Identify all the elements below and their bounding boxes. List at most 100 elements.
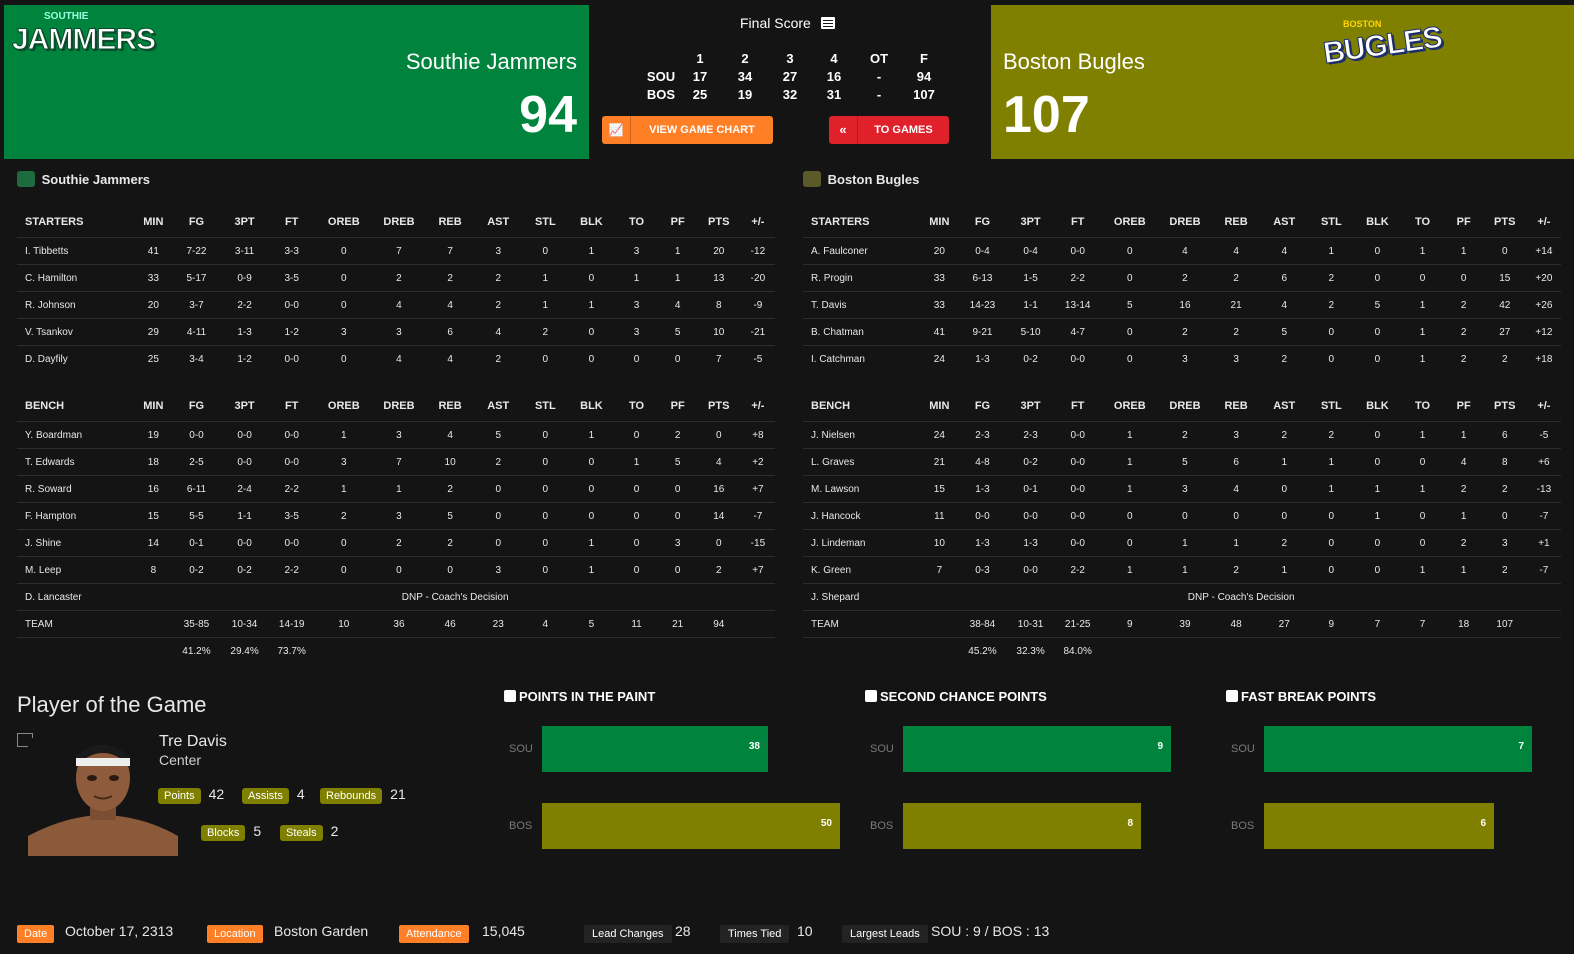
away-team-logo[interactable]: BOSTON BUGLES (1305, 5, 1444, 81)
column-header[interactable]: FT (1070, 216, 1085, 228)
column-header[interactable]: PTS (708, 400, 730, 412)
player-name[interactable]: J. Shine (17, 529, 136, 557)
player-name[interactable]: D. Dayfily (17, 345, 136, 372)
column-header[interactable]: 3PT (234, 216, 255, 228)
column-header[interactable]: REB (438, 400, 462, 412)
column-header[interactable]: 3PT (234, 400, 255, 412)
player-name[interactable]: M. Leep (17, 556, 136, 584)
column-header[interactable]: +/- (1537, 216, 1551, 228)
column-header[interactable]: PF (670, 216, 685, 228)
column-header[interactable]: DREB (1169, 216, 1201, 228)
linescore-score: - (876, 87, 882, 102)
column-header[interactable]: PTS (1494, 400, 1516, 412)
column-header[interactable]: DREB (383, 216, 415, 228)
player-name[interactable]: B. Chatman (803, 318, 922, 346)
column-header[interactable]: REB (1224, 216, 1248, 228)
column-header[interactable]: AST (487, 400, 510, 412)
player-name[interactable]: I. Tibbetts (17, 237, 136, 265)
column-header[interactable]: TO (629, 400, 645, 412)
column-header[interactable]: AST (1273, 216, 1296, 228)
column-header[interactable]: BLK (580, 400, 603, 412)
column-header[interactable]: OREB (327, 400, 360, 412)
bar-sou[interactable]: 38 (542, 726, 768, 772)
column-header[interactable]: STL (1320, 216, 1342, 228)
player-name[interactable]: R. Johnson (17, 291, 136, 319)
player-name[interactable]: M. Lawson (803, 475, 922, 503)
column-header[interactable]: REB (438, 216, 462, 228)
column-header[interactable]: DREB (383, 400, 415, 412)
column-header[interactable]: FT (1070, 400, 1085, 412)
column-header[interactable]: MIN (929, 400, 950, 412)
player-name[interactable]: L. Graves (803, 448, 922, 476)
column-header[interactable]: 3PT (1020, 400, 1041, 412)
column-header[interactable]: TO (629, 216, 645, 228)
column-header[interactable]: MIN (143, 400, 164, 412)
bar-bos[interactable]: 50 (542, 803, 840, 849)
column-header[interactable]: FG (974, 216, 991, 228)
player-name[interactable]: K. Green (803, 556, 922, 584)
column-header[interactable]: PF (670, 400, 685, 412)
column-header[interactable]: STL (1320, 400, 1342, 412)
column-header[interactable]: OREB (327, 216, 360, 228)
column-header[interactable]: FT (284, 216, 299, 228)
to-games-button[interactable]: « TO GAMES (829, 116, 949, 144)
stat-cell: 15 (1482, 264, 1527, 292)
column-header[interactable]: FT (284, 400, 299, 412)
player-name[interactable]: V. Tsankov (17, 318, 136, 346)
column-header[interactable]: MIN (143, 216, 164, 228)
player-name[interactable]: C. Hamilton (17, 264, 136, 292)
player-name[interactable]: J. Lindeman (803, 529, 922, 557)
player-name[interactable]: A. Faulconer (803, 237, 922, 265)
column-header[interactable]: +/- (751, 400, 765, 412)
stat-cell: 0 (614, 421, 659, 449)
column-header[interactable]: REB (1224, 400, 1248, 412)
bar-bos[interactable]: 6 (1264, 803, 1494, 849)
player-name[interactable]: D. Lancaster (17, 583, 136, 611)
player-name[interactable]: Y. Boardman (17, 421, 136, 449)
home-team-logo[interactable]: SOUTHIE JAMMERS (10, 7, 156, 79)
column-header[interactable]: PF (1456, 400, 1471, 412)
player-name[interactable]: T. Edwards (17, 448, 136, 476)
player-name[interactable]: I. Catchman (803, 345, 922, 372)
bar-bos[interactable]: 8 (903, 803, 1141, 849)
player-name[interactable]: R. Progin (803, 264, 922, 292)
player-name[interactable]: T. Davis (803, 291, 922, 319)
column-header[interactable]: PF (1456, 216, 1471, 228)
column-header[interactable]: AST (487, 216, 510, 228)
dnp-row: J. Shepard DNP - Coach's Decision (803, 583, 1561, 611)
player-name[interactable]: J. Nielsen (803, 421, 922, 449)
column-header[interactable]: STL (534, 400, 556, 412)
table-icon[interactable] (820, 17, 835, 29)
column-header[interactable]: MIN (929, 216, 950, 228)
column-header[interactable]: TO (1415, 400, 1431, 412)
column-header[interactable]: PTS (1494, 216, 1516, 228)
player-name[interactable]: R. Soward (17, 475, 136, 503)
bar-sou[interactable]: 7 (1264, 726, 1532, 772)
bar-sou[interactable]: 9 (903, 726, 1171, 772)
column-header[interactable]: BLK (1366, 400, 1389, 412)
column-header[interactable]: TO (1415, 216, 1431, 228)
column-header[interactable]: OREB (1113, 216, 1146, 228)
player-name[interactable]: F. Hampton (17, 502, 136, 530)
column-header[interactable]: FG (188, 216, 205, 228)
stat-cell: 15 (921, 475, 958, 503)
column-header[interactable]: BLK (1366, 216, 1389, 228)
view-game-chart-button[interactable]: 📈 VIEW GAME CHART (602, 116, 773, 144)
column-header[interactable]: BLK (580, 216, 603, 228)
column-header[interactable]: FG (188, 400, 205, 412)
column-header[interactable]: STL (534, 216, 556, 228)
stat-cell: 5 (426, 502, 475, 530)
column-header[interactable]: 3PT (1020, 216, 1041, 228)
column-header[interactable]: FG (974, 400, 991, 412)
column-header[interactable]: AST (1273, 400, 1296, 412)
column-header[interactable]: OREB (1113, 400, 1146, 412)
stat-cell: -15 (740, 529, 775, 557)
largest-leads-value: SOU : 9 / BOS : 13 (931, 923, 1050, 939)
column-header[interactable]: +/- (751, 216, 765, 228)
column-header[interactable]: +/- (1537, 400, 1551, 412)
away-logo-text: BUGLES (1321, 20, 1444, 71)
column-header[interactable]: DREB (1169, 400, 1201, 412)
player-name[interactable]: J. Shepard (803, 583, 922, 611)
player-name[interactable]: J. Hancock (803, 502, 922, 530)
column-header[interactable]: PTS (708, 216, 730, 228)
